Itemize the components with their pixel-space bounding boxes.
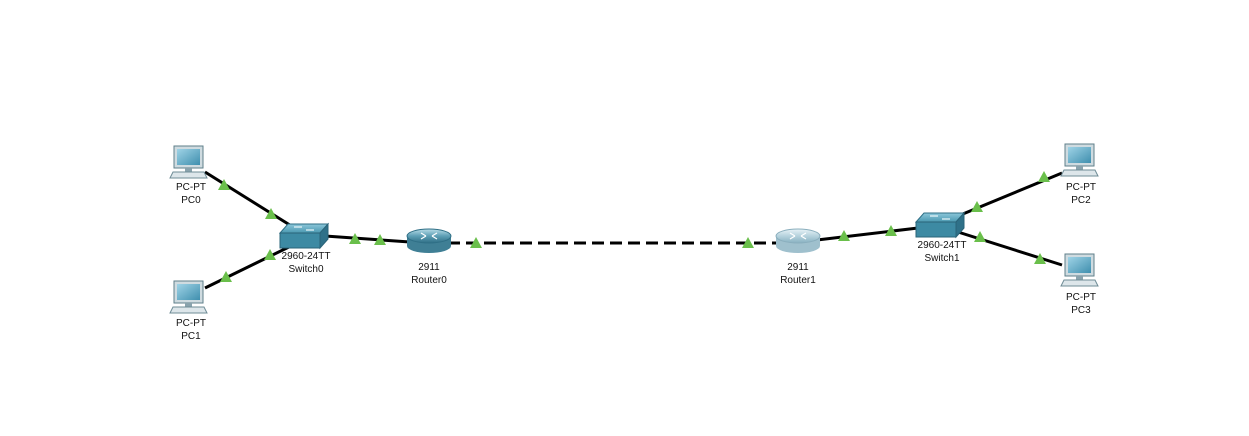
router-icon: [775, 228, 821, 253]
link-up-indicator: [974, 231, 986, 242]
switch1-device[interactable]: 2960-24TT Switch1: [914, 211, 967, 264]
switch-icon: [914, 211, 966, 239]
device-model-label: PC-PT: [176, 182, 206, 193]
link-pc1-switch0[interactable]: [204, 243, 294, 290]
device-model-label: 2911: [787, 262, 809, 273]
device-model-label: PC-PT: [1066, 182, 1096, 193]
link-switch0-router0[interactable]: [324, 234, 411, 244]
device-name-label: Switch1: [924, 253, 959, 264]
pc0-device[interactable]: PC-PT PC0: [169, 145, 208, 206]
device-name-label: PC0: [181, 195, 201, 206]
switch0-device[interactable]: 2960-24TT Switch0: [278, 222, 331, 275]
switch-icon: [278, 222, 330, 250]
pc3-device[interactable]: PC-PT PC3: [1060, 253, 1099, 316]
device-model-label: 2960-24TT: [918, 240, 967, 251]
device-name-label: PC2: [1071, 195, 1091, 206]
pc-icon: [169, 280, 208, 314]
link-up-indicator: [264, 249, 276, 260]
router0-device[interactable]: 2911 Router0: [406, 228, 452, 286]
router1-device[interactable]: 2911 Router1: [775, 228, 821, 286]
device-model-label: 2960-24TT: [282, 251, 331, 262]
device-name-label: Switch0: [288, 264, 323, 275]
device-name-label: Router1: [780, 275, 816, 286]
link-up-indicator: [971, 201, 983, 212]
router-icon: [406, 228, 452, 253]
pc1-device[interactable]: PC-PT PC1: [169, 280, 208, 342]
link-up-indicator: [265, 208, 277, 219]
device-model-label: PC-PT: [176, 318, 206, 329]
link-up-indicator: [220, 271, 232, 282]
link-up-indicator: [349, 233, 361, 244]
link-up-indicator: [838, 230, 850, 241]
link-pc0-switch0[interactable]: [204, 170, 294, 229]
link-up-indicator: [885, 225, 897, 236]
link-up-indicator: [1034, 253, 1046, 264]
link-up-indicator: [470, 237, 482, 248]
link-up-indicator: [374, 234, 386, 245]
link-up-indicator: [742, 237, 754, 248]
pc-icon: [1060, 143, 1099, 177]
pc-icon: [169, 145, 208, 179]
pc2-device[interactable]: PC-PT PC2: [1060, 143, 1099, 206]
device-model-label: 2911: [418, 262, 440, 273]
link-up-indicator: [1038, 171, 1050, 182]
device-name-label: PC1: [181, 331, 201, 342]
pc-icon: [1060, 253, 1099, 287]
device-model-label: PC-PT: [1066, 292, 1096, 303]
link-up-indicator: [218, 179, 230, 190]
link-switch1-pc3[interactable]: [957, 230, 1063, 267]
device-name-label: Router0: [411, 275, 447, 286]
link-indicators: [218, 171, 1050, 282]
device-name-label: PC3: [1071, 305, 1091, 316]
link-router1-switch1[interactable]: [816, 226, 919, 242]
